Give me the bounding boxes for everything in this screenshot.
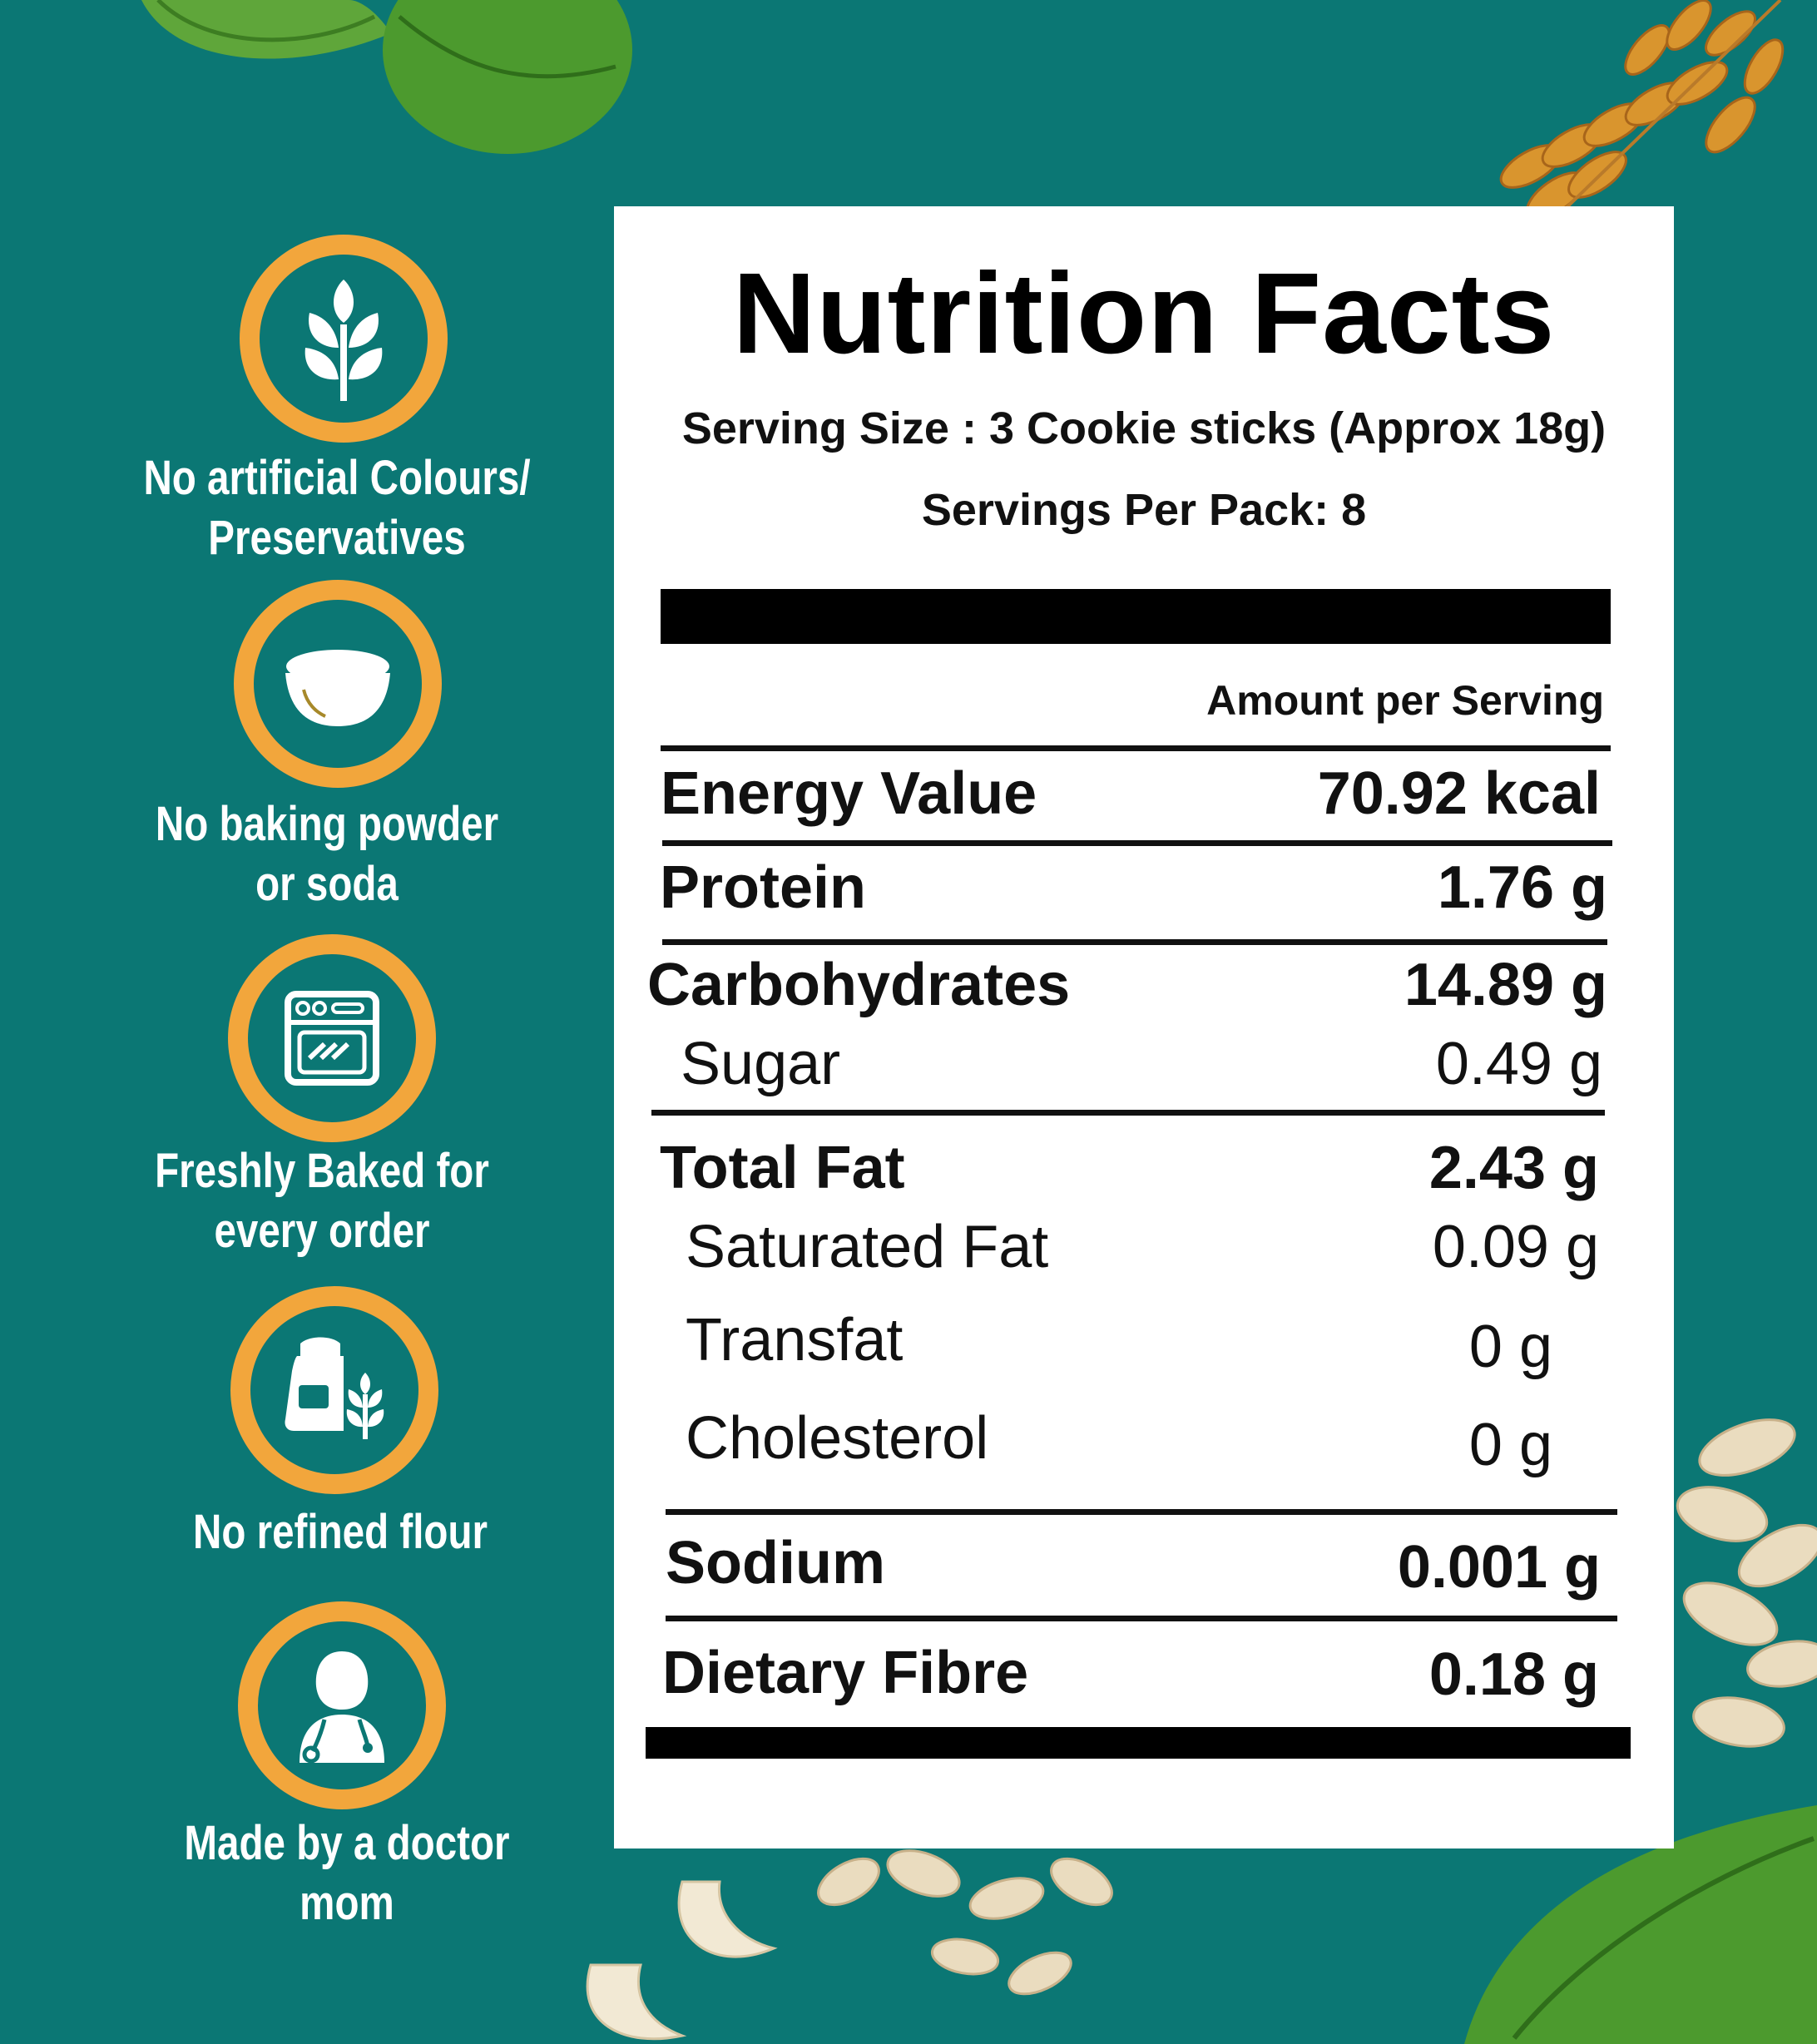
divider [666,1616,1617,1621]
oat-flakes-right [1676,1418,1817,1748]
feature-label-doctor-mom: Made by a doctor mom [139,1814,555,1933]
divider [666,1509,1617,1515]
divider [662,840,1612,846]
feature-label-no-baking-powder: No baking powder or soda [119,794,535,914]
row-label-dietary-fibre: Dietary Fibre [662,1640,1029,1706]
divider [662,939,1607,945]
thick-divider-bottom [646,1727,1631,1759]
row-label-total-fat: Total Fat [660,1135,905,1201]
feature-line: Preservatives [208,511,466,565]
amount-per-serving-header: Amount per Serving [1206,677,1604,724]
feature-label-no-artificial: No artificial Colours/ Preservatives [129,448,545,568]
row-label-sodium: Sodium [666,1530,885,1596]
row-value-saturated-fat: 0.09 g [1432,1214,1599,1280]
badge-no-baking-powder [234,580,442,788]
row-value-dietary-fibre: 0.18 g [1428,1641,1599,1708]
feature-line: Made by a doctor mom [184,1816,510,1930]
divider [661,745,1611,751]
badge-doctor-mom [238,1601,446,1809]
spinach-leaf-bottom-right [1464,1805,1817,2044]
thick-divider-top [661,589,1611,644]
nutrition-facts-panel: Nutrition Facts Serving Size : 3 Cookie … [614,206,1674,1849]
spinach-leaves-top-left [141,0,632,154]
row-value-cholesterol: 0 g [1468,1412,1552,1478]
cashews-and-oats-bottom [586,1849,1113,2041]
row-label-cholesterol: Cholesterol [686,1405,989,1472]
feature-line: No artificial Colours/ [143,451,531,505]
row-value-total-fat: 2.43 g [1428,1135,1599,1201]
row-label-protein: Protein [660,854,867,921]
nutrition-title: Nutrition Facts [732,250,1556,378]
row-value-carbohydrates: 14.89 g [1404,952,1607,1018]
bowl-icon [285,650,390,726]
serving-size: Serving Size : 3 Cookie sticks (Approx 1… [681,403,1607,453]
row-value-transfat: 0 g [1468,1314,1552,1380]
doctor-icon [300,1651,384,1764]
servings-per-pack: Servings Per Pack: 8 [921,485,1367,535]
row-label-carbohydrates: Carbohydrates [647,952,1071,1018]
badge-freshly-baked [228,934,436,1142]
badge-no-refined-flour [230,1286,438,1494]
feature-line: or soda [255,857,399,911]
badge-natural [240,235,448,443]
feature-line: Freshly Baked for [155,1144,489,1198]
oven-icon [285,991,379,1086]
feature-label-freshly-baked: Freshly Baked for every order [114,1141,530,1261]
row-value-sugar: 0.49 g [1435,1031,1602,1097]
row-label-energy: Energy Value [661,760,1037,827]
feature-line: No baking powder [155,797,499,851]
feature-line: every order [214,1204,430,1258]
feature-line: No refined flour [192,1505,488,1559]
row-label-saturated-fat: Saturated Fat [686,1214,1049,1280]
row-value-protein: 1.76 g [1437,854,1607,921]
row-value-energy: 70.92 kcal [1317,760,1601,827]
divider [651,1110,1605,1116]
feature-label-no-refined-flour: No refined flour [132,1502,548,1562]
wheat-icon [304,280,383,401]
flour-sack-icon [285,1337,384,1439]
row-label-transfat: Transfat [686,1307,904,1373]
row-value-sodium: 0.001 g [1397,1534,1601,1601]
row-label-sugar: Sugar [681,1031,841,1097]
